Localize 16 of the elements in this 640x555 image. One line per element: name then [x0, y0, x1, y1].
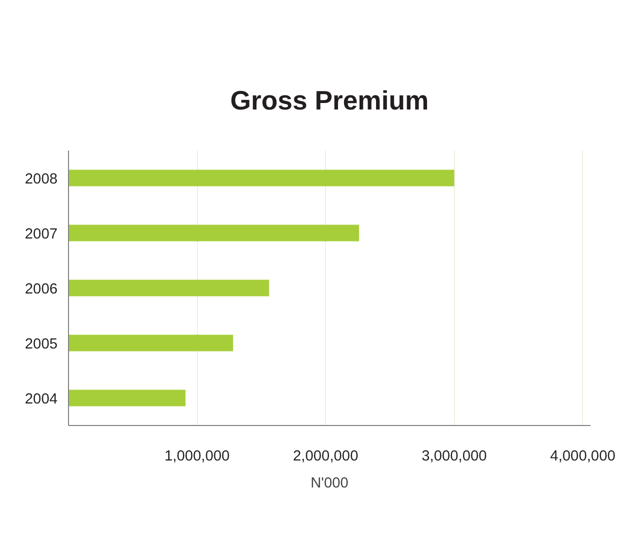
chart-title: Gross Premium: [230, 86, 429, 116]
x-tick-label: 2,000,000: [293, 448, 358, 464]
y-tick-label: 2008: [24, 172, 58, 188]
bar: [68, 224, 360, 242]
x-tick-label: 3,000,000: [422, 448, 487, 464]
bar: [68, 280, 270, 296]
bar: [68, 390, 186, 406]
y-tick-label: 2005: [24, 336, 58, 352]
x-tick-label: 1,000,000: [164, 448, 230, 464]
x-axis-title: N'000: [310, 476, 348, 492]
bar: [68, 170, 454, 186]
y-tick-label: 2004: [24, 392, 58, 408]
x-tick-label: 4,000,000: [550, 448, 616, 464]
y-tick-label: 2007: [24, 226, 58, 242]
bar: [68, 334, 234, 352]
y-tick-label: 2006: [24, 282, 58, 298]
